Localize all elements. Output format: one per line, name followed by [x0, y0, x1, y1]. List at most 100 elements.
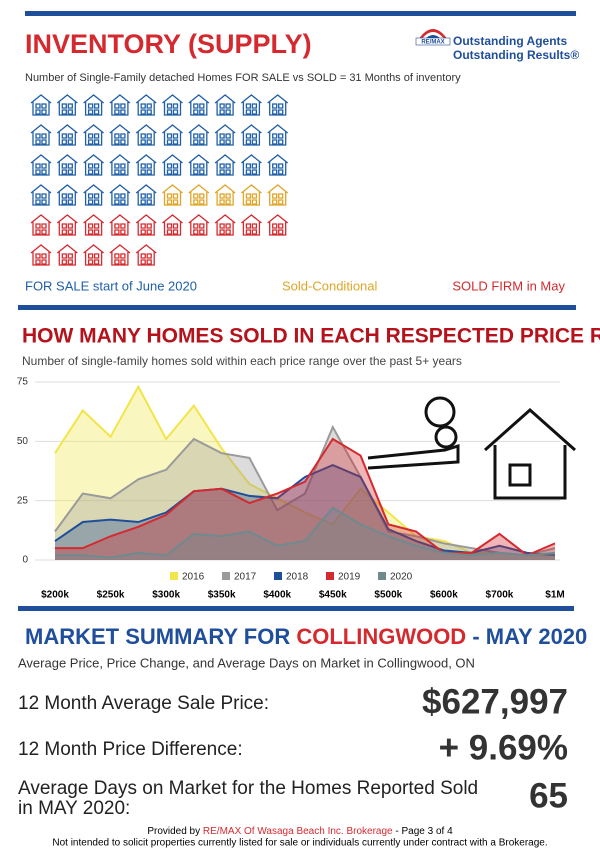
- house-icon: [30, 244, 52, 266]
- footer: Provided by RE/MAX Of Wasaga Beach Inc. …: [147, 826, 453, 837]
- area: [55, 386, 555, 560]
- house-icon: [188, 124, 210, 146]
- legend-label: 2018: [286, 572, 309, 583]
- title-part: COLLINGWOOD: [296, 624, 466, 649]
- x-tick-label: $600k: [430, 590, 458, 601]
- house-icon: [109, 124, 131, 146]
- x-tick-label: $350k: [208, 590, 236, 601]
- area: [55, 438, 555, 560]
- y-tick-label: 75: [17, 377, 29, 388]
- legend-swatch: [378, 572, 386, 580]
- house-icon: [162, 154, 183, 176]
- row-label: Average Days on Market for the Homes Rep…: [18, 778, 478, 799]
- area: [55, 465, 555, 560]
- house-icon: [56, 244, 78, 266]
- row-value: 65: [529, 776, 568, 815]
- decoration: [367, 396, 576, 500]
- legend-swatch: [274, 572, 282, 580]
- rule: [18, 305, 576, 310]
- house-icon: [56, 214, 78, 236]
- x-tick-label: $300k: [152, 590, 180, 601]
- house-icon: [56, 154, 78, 176]
- x-tick-label: $1M: [545, 590, 564, 601]
- legend-label: 2020: [390, 572, 413, 583]
- row-value: + 9.69%: [439, 728, 568, 767]
- house-icon: [30, 184, 52, 206]
- line: [55, 437, 556, 557]
- house-icon: [214, 214, 236, 236]
- house-icon: [30, 154, 52, 176]
- house-icon: [240, 154, 262, 176]
- house-icon: [83, 154, 105, 176]
- house-icon: [109, 244, 131, 266]
- house-icon: [30, 124, 52, 146]
- house-icon: [135, 214, 157, 236]
- footer-part: Provided by: [147, 826, 203, 837]
- house-icon: [109, 94, 131, 116]
- house-icon: [267, 94, 289, 116]
- house-icon: [214, 124, 236, 146]
- footer: Not intended to solicit properties curre…: [52, 838, 547, 849]
- rule: [25, 11, 576, 16]
- row-label: 12 Month Price Difference:: [18, 739, 243, 760]
- house-icon: [267, 184, 289, 206]
- x-tick-label: $500k: [374, 590, 402, 601]
- x-tick-label: $250k: [97, 590, 125, 601]
- house-icon: [135, 124, 157, 146]
- legend-label: FOR SALE start of June 2020: [25, 278, 197, 293]
- house-icon: [162, 184, 183, 206]
- house-icon: [214, 154, 236, 176]
- title-part: - MAY 2020: [466, 624, 587, 649]
- legend-swatch: [170, 572, 178, 580]
- title-part: MARKET SUMMARY FOR: [25, 624, 296, 649]
- legend-label: 2016: [182, 572, 205, 583]
- area: [55, 507, 555, 560]
- x-tick-label: $450k: [319, 590, 347, 601]
- house-icon: [267, 124, 289, 146]
- subtitle: Average Price, Price Change, and Average…: [18, 655, 475, 670]
- house-icon: [83, 214, 105, 236]
- subtitle: Number of single-family homes sold withi…: [22, 354, 462, 368]
- logo: RE/MAX: [415, 29, 451, 46]
- house-icon: [56, 124, 78, 146]
- section-title: INVENTORY (SUPPLY): [25, 29, 312, 59]
- section-title: MARKET SUMMARY FOR COLLINGWOOD - MAY 202…: [25, 624, 587, 649]
- y-tick-label: 50: [17, 436, 29, 447]
- house-icon: [109, 154, 131, 176]
- tagline: Outstanding Results®: [453, 48, 579, 62]
- house-icon: [267, 154, 289, 176]
- footer-part: - Page 3 of 4: [393, 826, 453, 837]
- house-icon: [214, 184, 236, 206]
- legend-label: 2017: [234, 572, 257, 583]
- legend-label: 2019: [338, 572, 361, 583]
- house-icon: [56, 184, 78, 206]
- house-icon: [240, 124, 262, 146]
- house-icon: [30, 94, 52, 116]
- x-tick-label: $400k: [263, 590, 291, 601]
- house-icon: [162, 214, 183, 236]
- y-tick-label: 25: [17, 495, 29, 506]
- house-icon: [135, 244, 157, 266]
- legend-label: Sold-Conditional: [282, 278, 378, 293]
- house-icon: [109, 184, 131, 206]
- house-icon: [83, 184, 105, 206]
- section-title: HOW MANY HOMES SOLD IN EACH RESPECTED PR…: [22, 325, 600, 348]
- house-icon: [30, 214, 52, 236]
- house-icon: [83, 94, 105, 116]
- house-icon: [240, 94, 262, 116]
- logo-text: RE/MAX: [421, 40, 444, 46]
- house-icon: [188, 184, 210, 206]
- line: [54, 424, 556, 557]
- house-icon: [83, 244, 105, 266]
- house-icon: [162, 94, 183, 116]
- line: [55, 506, 556, 559]
- house-icon: [240, 214, 262, 236]
- house-icon: [240, 184, 262, 206]
- row-label: 12 Month Average Sale Price:: [18, 693, 269, 714]
- subtitle: Number of Single-Family detached Homes F…: [25, 72, 461, 84]
- house-icon: [109, 214, 131, 236]
- house-icon: [188, 154, 210, 176]
- house-icon: [162, 124, 183, 146]
- house-icon: [188, 94, 210, 116]
